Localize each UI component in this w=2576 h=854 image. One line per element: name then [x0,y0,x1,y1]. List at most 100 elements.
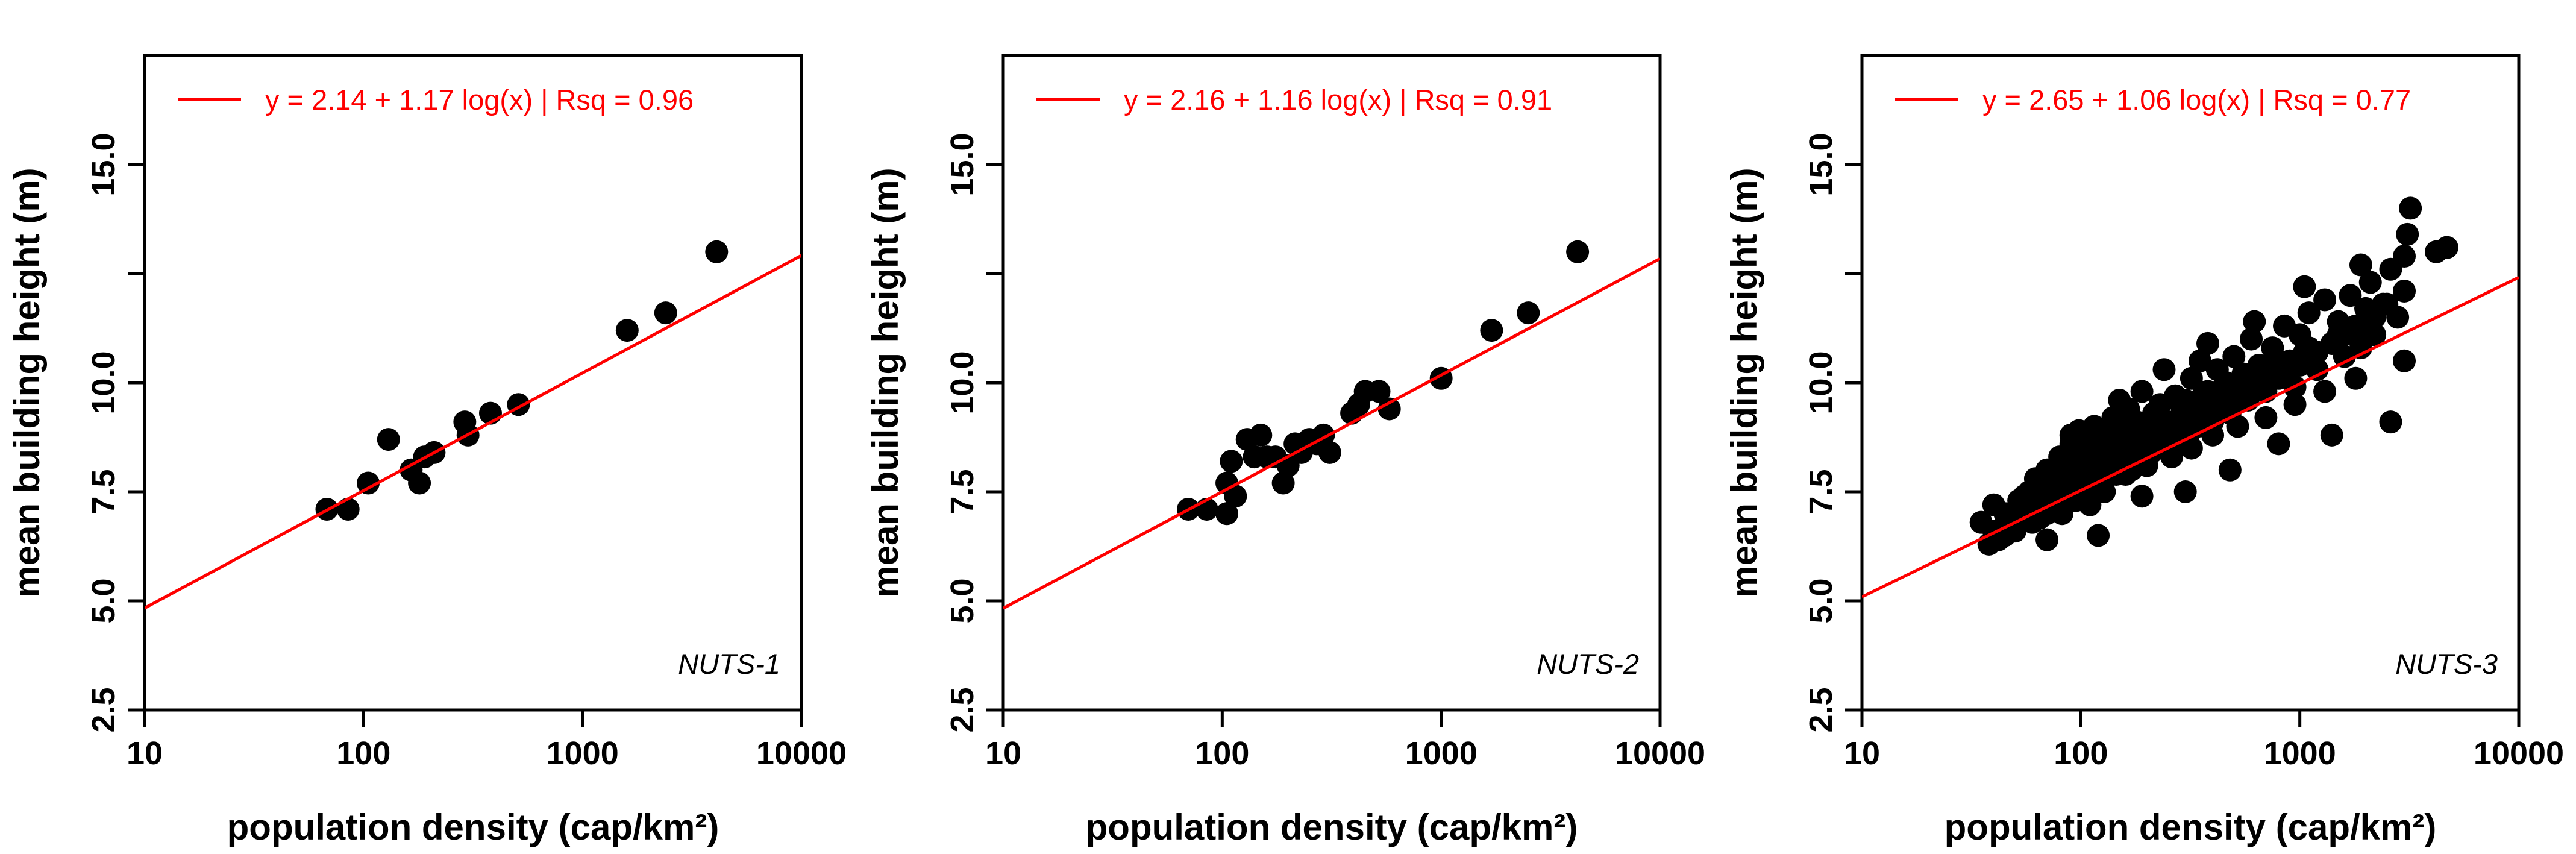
x-tick-label: 10 [985,735,1021,771]
data-point [1367,380,1391,403]
x-tick-label: 1000 [1405,735,1478,771]
data-point [2042,497,2065,521]
y-tick-label: 10.0 [1803,351,1839,414]
data-point [2327,323,2350,347]
data-point [2189,349,2212,372]
data-point [2240,327,2263,351]
x-axis-label: population density (cap/km²) [1945,807,2437,847]
data-point [615,319,639,342]
panel-2: 10 100 1000 10000 2.5 5.0 7.5 10.0 15.0 populatio… [865,54,1705,847]
x-tick-label: 10 [127,735,163,771]
x-tick-label: 10 [1844,735,1880,771]
x-tick-label: 1000 [2264,735,2336,771]
y-tick-label: 5.0 [1803,578,1839,623]
data-point [2293,275,2316,298]
plot-frame [1001,54,1662,712]
y-tick-label: 7.5 [1803,469,1839,514]
y-axis-label: mean building height (m) [1724,168,1764,597]
y-tick-label: 2.5 [1803,687,1839,732]
data-point [2297,336,2321,360]
plot-frame [143,54,803,712]
data-point [2222,345,2246,368]
x-tick-label: 100 [1195,735,1249,771]
data-point [2101,432,2125,456]
data-point [1224,485,1247,508]
data-point [2196,331,2219,355]
data-point [2320,423,2343,447]
x-tick-label: 10000 [2474,735,2564,771]
data-point [2173,480,2197,503]
data-point [2283,393,2307,416]
data-point [1377,397,1401,421]
legend: y = 2.14 + 1.17 log(x) | Rsq = 0.96 [178,84,694,116]
data-point [1566,240,1590,263]
data-point [377,428,400,451]
data-point [2363,306,2387,329]
data-point [2379,410,2402,434]
data-point [2267,432,2290,456]
data-point [1271,471,1295,495]
data-point [2035,528,2059,551]
legend: y = 2.65 + 1.06 log(x) | Rsq = 0.77 [1895,84,2411,116]
data-point [2243,310,2266,333]
y-tick-label: 10.0 [86,351,122,414]
x-tick-label: 100 [336,735,390,771]
data-point [2297,301,2321,325]
y-axis-label: mean building height (m) [7,168,47,597]
data-point [1318,441,1341,464]
y-tick-label: 7.5 [86,469,122,514]
data-point [2313,288,2337,312]
data-point [2108,388,2131,412]
data-point [2130,380,2154,403]
x-axis-label: population density (cap/km²) [227,807,719,847]
x-tick-label: 100 [2054,735,2108,771]
panel-1: 10 100 1000 10000 2.5 5.0 7.5 10.0 15.0 populatio… [7,54,847,847]
data-point [357,471,380,495]
data-point [2393,279,2416,303]
y-tick-label: 5.0 [944,578,980,623]
legend: y = 2.16 + 1.16 log(x) | Rsq = 0.91 [1036,84,1552,116]
data-point [2148,406,2172,429]
legend-label: y = 2.14 + 1.17 log(x) | Rsq = 0.96 [265,84,694,116]
data-point [2267,349,2290,372]
data-point [336,497,360,521]
data-point [1480,319,1503,342]
data-point [2349,253,2372,277]
data-point [2160,445,2184,469]
data-point [1249,423,1273,447]
data-point [2396,222,2419,246]
y-axis-label: mean building height (m) [865,168,906,597]
legend-label: y = 2.65 + 1.06 log(x) | Rsq = 0.77 [1982,84,2411,116]
data-point [1517,301,1540,325]
data-point [2226,415,2249,438]
data-point [2180,436,2203,460]
data-point [2344,366,2368,390]
x-axis-label: population density (cap/km²) [1086,807,1578,847]
data-point [2288,354,2311,377]
data-point [2125,419,2149,442]
data-point [2087,524,2110,547]
y-tick-label: 15.0 [1803,133,1839,196]
panel-annotation: NUTS-3 [2395,648,2498,680]
data-point [2435,236,2458,259]
data-point [2254,406,2278,429]
data-point [2399,196,2422,220]
data-point [2130,485,2154,508]
data-point [2170,397,2194,421]
data-point [2313,380,2337,403]
data-point [2393,349,2416,372]
data-point [654,301,677,325]
data-point [2191,384,2214,407]
legend-label: y = 2.16 + 1.16 log(x) | Rsq = 0.91 [1124,84,1552,116]
data-point [2305,358,2329,381]
data-point [1220,450,1243,473]
data-point [2240,362,2263,386]
panel-3: 10 100 1000 10000 2.5 5.0 7.5 10.0 15.0 populatio… [1724,54,2564,847]
y-tick-label: 15.0 [86,133,122,196]
data-point [2059,423,2082,447]
data-point [408,471,431,495]
y-tick-label: 15.0 [944,133,980,196]
regression-line [1003,257,1660,610]
x-tick-label: 10000 [756,735,847,771]
